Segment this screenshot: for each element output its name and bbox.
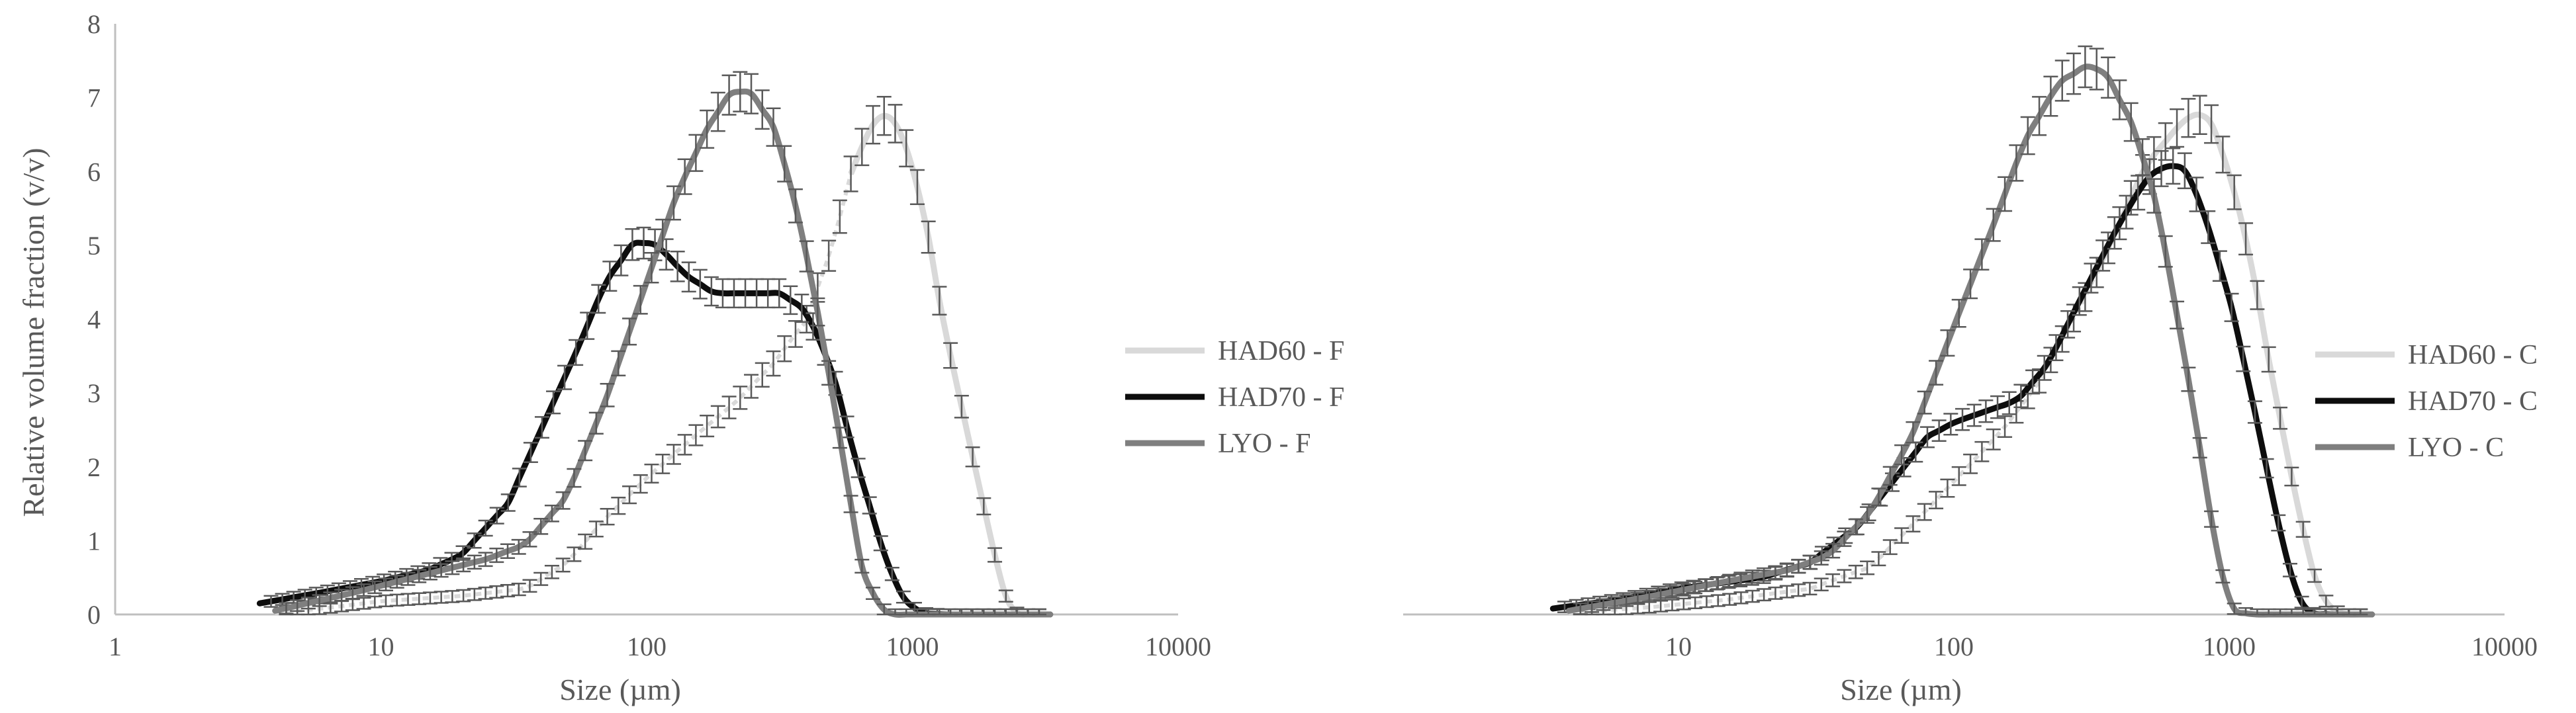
series-line-dashed [1569,271,2099,615]
series-had60-c [1569,95,2372,618]
series-line [1549,163,2375,618]
legend-label: LYO - F [1218,429,1311,459]
series-had70-c [1549,147,2375,618]
legend: HAD60 - C HAD70 - C LYO - C [2315,340,2538,463]
legend-label: HAD70 - C [2408,386,2538,417]
x-tick-label: 10 [1665,632,1692,661]
y-axis-title: Relative volume fraction (v/v) [17,147,50,517]
x-tick-label: 1 [109,632,122,661]
series-line-dashed [275,173,853,615]
y-tick-label: 4 [87,305,101,335]
x-tick-label: 10000 [2471,632,2538,661]
x-axis-title: Size (µm) [559,673,681,706]
x-tick-label: 100 [1934,632,1974,661]
series-line [1566,63,2375,618]
series-lyo-c [1566,45,2375,618]
y-tick-label: 2 [87,452,101,482]
x-tick-label: 1000 [886,632,939,661]
legend-label: HAD60 - F [1218,336,1344,366]
x-tick-label: 10 [368,632,394,661]
error-bars [263,226,1046,616]
y-tick-label: 5 [87,231,101,261]
chart-panel-2: 10 100 1000 10000 Size (µm) HAD60 - C HAD70 - … [1403,45,2538,706]
legend-label: HAD70 - F [1218,382,1344,413]
series-line [272,88,1054,618]
error-bars [1573,45,2368,616]
y-tick-label: 8 [87,9,101,39]
legend-label: LYO - C [2408,433,2504,463]
x-axis-title: Size (µm) [1840,673,1962,706]
y-tick-label: 7 [87,83,101,113]
error-bars [1573,95,2368,616]
series-lyo-f [272,71,1054,618]
y-tick-label: 6 [87,157,101,187]
series-had70-f [256,226,1054,618]
legend-label: HAD60 - C [2408,340,2538,370]
y-tick-label: 1 [87,526,101,556]
legend: HAD60 - F HAD70 - F LYO - F [1125,336,1344,459]
x-tick-label: 100 [627,632,667,661]
x-tick-label: 1000 [2203,632,2256,661]
series-line [256,239,1054,618]
x-tick-label: 10000 [1145,632,1211,661]
error-bars [279,95,1046,616]
series-had60-f [275,95,1050,618]
error-bars [279,71,1046,616]
y-tick-label: 0 [87,600,101,630]
y-tick-label: 3 [87,378,101,408]
